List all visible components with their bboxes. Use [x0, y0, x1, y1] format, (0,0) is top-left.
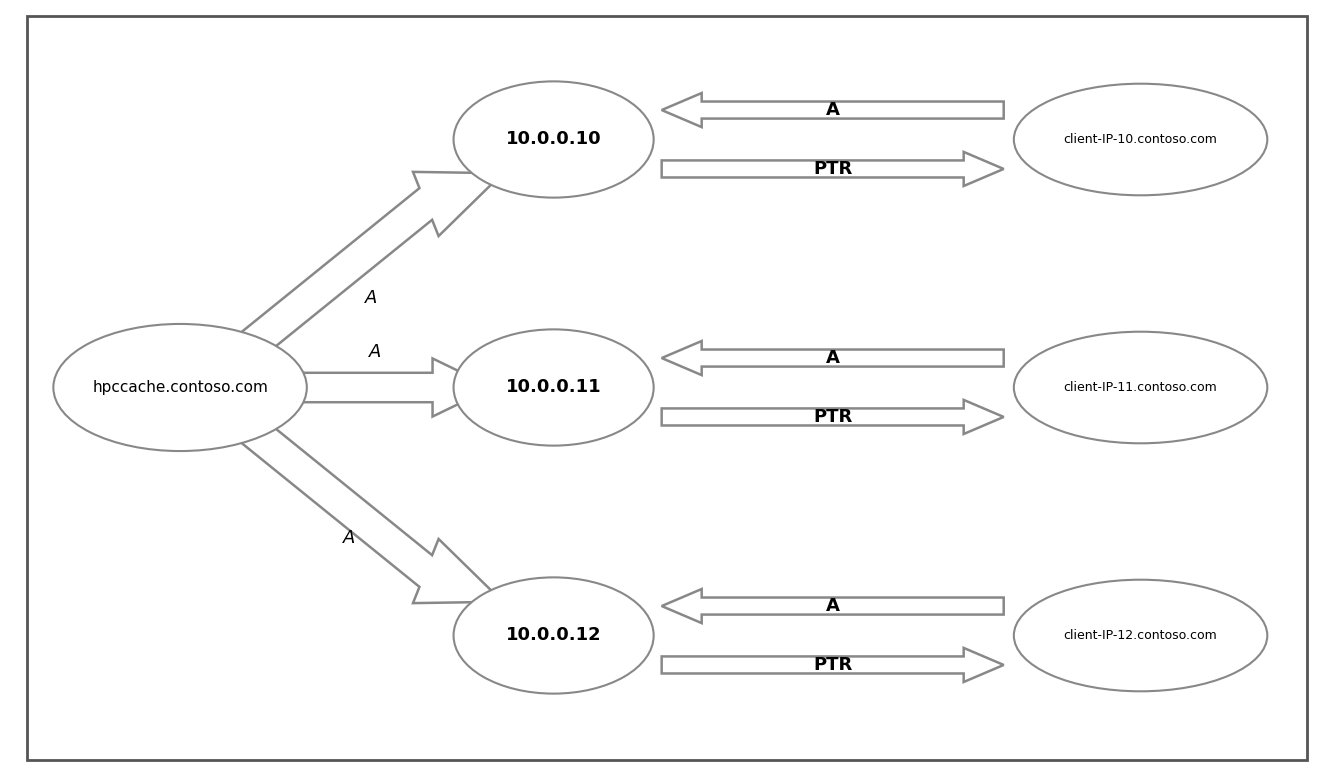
Ellipse shape [454, 81, 654, 198]
Text: 10.0.0.10: 10.0.0.10 [506, 130, 602, 149]
Text: PTR: PTR [812, 656, 852, 674]
Polygon shape [662, 93, 1003, 127]
Polygon shape [257, 358, 492, 417]
Text: A: A [368, 343, 382, 361]
Ellipse shape [1014, 580, 1267, 691]
Text: A: A [826, 349, 839, 367]
Text: client-IP-11.contoso.com: client-IP-11.contoso.com [1063, 381, 1218, 394]
Text: client-IP-10.contoso.com: client-IP-10.contoso.com [1063, 133, 1218, 146]
Text: client-IP-12.contoso.com: client-IP-12.contoso.com [1063, 629, 1218, 642]
Polygon shape [662, 152, 1003, 186]
Text: A: A [826, 597, 839, 615]
Text: 10.0.0.12: 10.0.0.12 [506, 626, 602, 645]
Text: A: A [366, 289, 378, 307]
Text: PTR: PTR [812, 408, 852, 426]
Text: hpccache.contoso.com: hpccache.contoso.com [92, 380, 268, 395]
Text: 10.0.0.11: 10.0.0.11 [506, 378, 602, 397]
Ellipse shape [454, 577, 654, 694]
Text: PTR: PTR [812, 160, 852, 178]
Polygon shape [239, 408, 503, 603]
Text: A: A [826, 101, 839, 119]
Ellipse shape [454, 329, 654, 446]
Ellipse shape [1014, 332, 1267, 443]
Ellipse shape [1014, 84, 1267, 195]
Ellipse shape [53, 324, 307, 451]
Polygon shape [662, 341, 1003, 375]
Polygon shape [662, 400, 1003, 434]
Polygon shape [662, 648, 1003, 682]
Polygon shape [662, 589, 1003, 623]
Text: A: A [343, 529, 355, 547]
Polygon shape [239, 172, 503, 367]
